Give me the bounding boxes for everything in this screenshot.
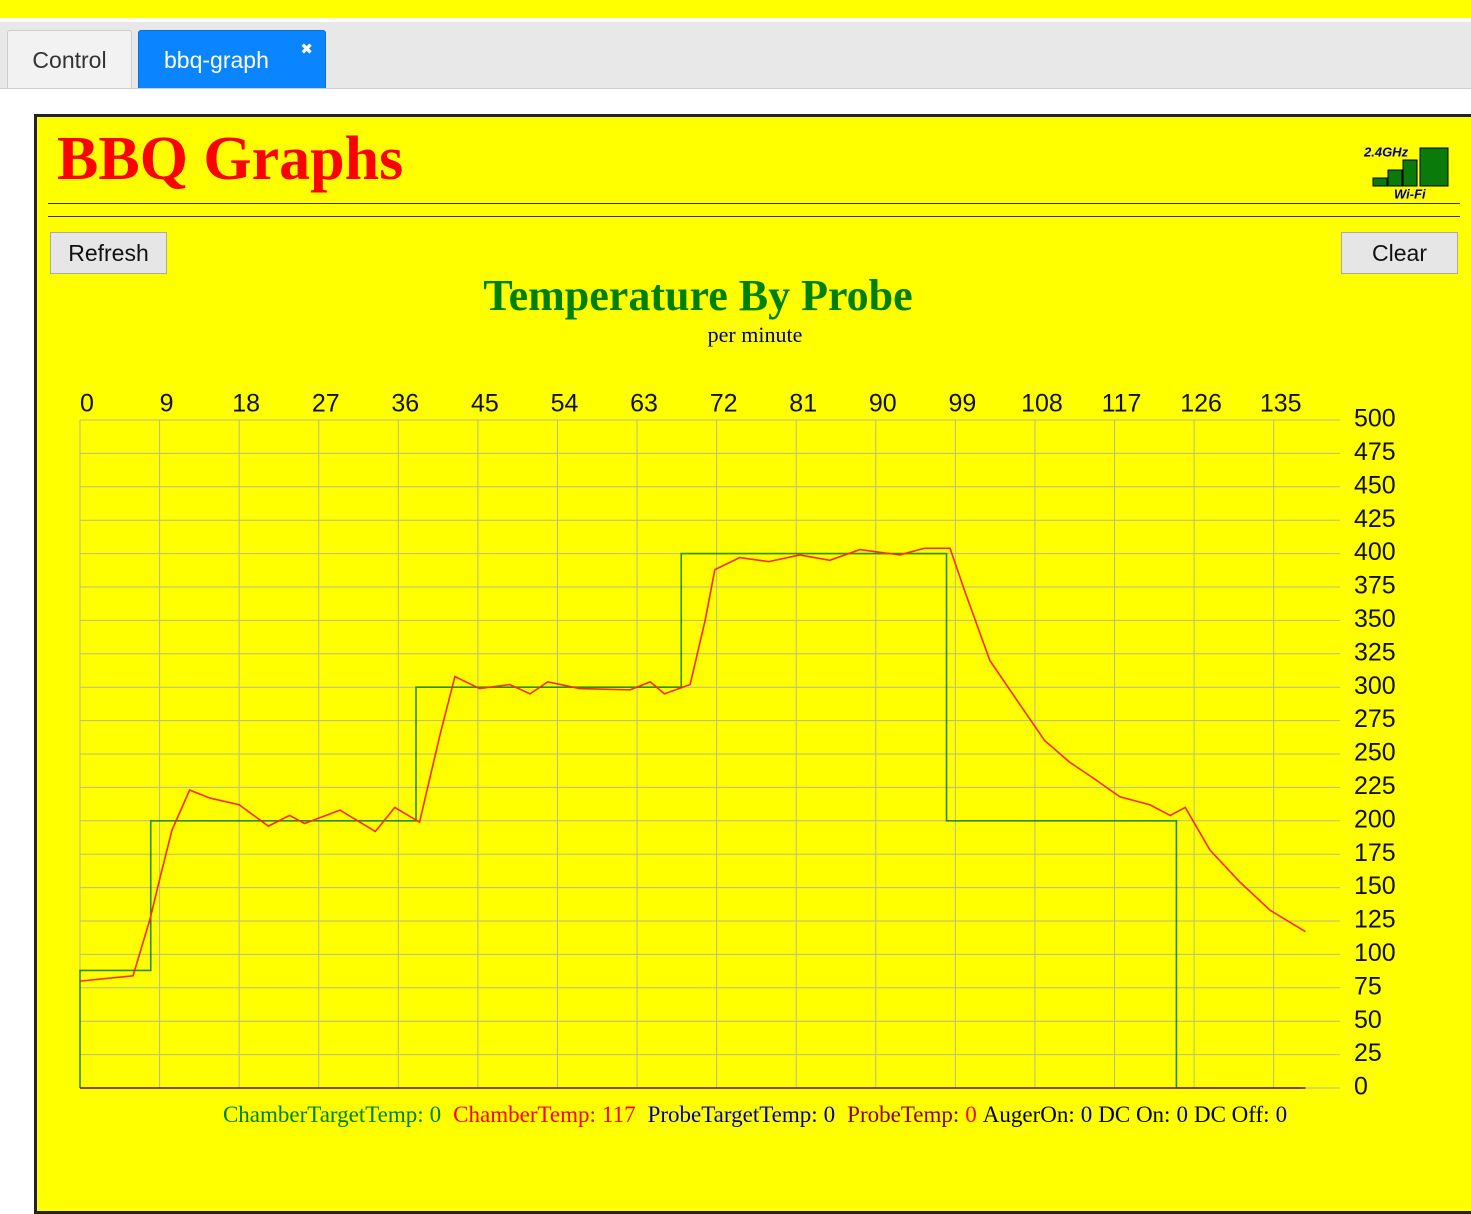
y-tick-label: 475 bbox=[1354, 438, 1396, 466]
legend-label: DC On: bbox=[1098, 1102, 1170, 1127]
x-tick-label: 36 bbox=[391, 390, 419, 418]
y-tick-label: 125 bbox=[1354, 906, 1396, 934]
x-tick-label: 18 bbox=[232, 390, 260, 418]
tab-close[interactable]: ✖ bbox=[300, 41, 313, 58]
legend-label: AugerOn: bbox=[983, 1102, 1075, 1127]
y-tick-label: 75 bbox=[1354, 972, 1382, 1000]
tab-label: bbq-graph bbox=[164, 47, 269, 73]
panel bbox=[34, 114, 1471, 1214]
x-tick-label: 72 bbox=[710, 390, 738, 418]
x-tick-label: 126 bbox=[1180, 390, 1222, 418]
chart-subtitle: per minute bbox=[708, 322, 803, 347]
y-tick-label: 300 bbox=[1354, 672, 1396, 700]
y-tick-label: 25 bbox=[1354, 1039, 1382, 1067]
legend: ChamberTargetTemp: 0 ChamberTemp: 117 ProbeT… bbox=[223, 1102, 1287, 1127]
x-tick-label: 135 bbox=[1260, 390, 1302, 418]
legend-value: 0 bbox=[965, 1102, 977, 1127]
wifi-bar bbox=[1387, 169, 1403, 187]
x-tick-label: 81 bbox=[789, 390, 817, 418]
y-tick-label: 275 bbox=[1354, 705, 1396, 733]
legend-value: 0 bbox=[824, 1102, 836, 1127]
y-tick-label: 425 bbox=[1354, 505, 1396, 533]
tab-active[interactable]: bbq-graph ✖ bbox=[138, 30, 326, 88]
clear-button[interactable]: Clear bbox=[1341, 232, 1458, 274]
divider bbox=[48, 216, 1460, 217]
legend-label: ChamberTargetTemp: bbox=[223, 1102, 424, 1127]
wifi-band: 2.4GHz bbox=[1363, 144, 1409, 159]
y-tick-label: 375 bbox=[1354, 572, 1396, 600]
y-tick-label: 200 bbox=[1354, 805, 1396, 833]
x-tick-label: 63 bbox=[630, 390, 658, 418]
y-tick-label: 350 bbox=[1354, 605, 1396, 633]
chart-title: Temperature By Probe bbox=[483, 271, 912, 320]
y-tick-label: 325 bbox=[1354, 638, 1396, 666]
x-tick-label: 117 bbox=[1102, 390, 1142, 418]
legend-label: ProbeTemp: bbox=[847, 1102, 959, 1127]
x-tick-label: 54 bbox=[551, 390, 579, 418]
x-tick-label: 27 bbox=[312, 390, 340, 418]
y-tick-label: 250 bbox=[1354, 739, 1396, 767]
legend-label: ChamberTemp: bbox=[453, 1102, 596, 1127]
y-tick-label: 150 bbox=[1354, 872, 1396, 900]
page-title: BBQ Graphs bbox=[57, 125, 404, 193]
divider bbox=[48, 203, 1460, 204]
tab[interactable]: Control bbox=[7, 30, 132, 88]
wifi-bar bbox=[1419, 147, 1449, 187]
wifi-bar bbox=[1372, 177, 1388, 187]
legend-label: ProbeTargetTemp: bbox=[648, 1102, 818, 1127]
x-tick-label: 99 bbox=[948, 390, 976, 418]
y-tick-label: 500 bbox=[1354, 405, 1396, 433]
refresh-button[interactable]: Refresh bbox=[50, 232, 167, 274]
legend-value: 0 bbox=[1176, 1102, 1188, 1127]
x-tick-label: 9 bbox=[160, 390, 174, 418]
legend-value: 0 bbox=[430, 1102, 442, 1127]
series-line bbox=[79, 547, 1306, 982]
y-tick-label: 175 bbox=[1354, 839, 1396, 867]
x-tick-label: 0 bbox=[80, 390, 94, 418]
top-bar bbox=[0, 0, 1471, 18]
x-tick-label: 108 bbox=[1021, 390, 1063, 418]
y-tick-label: 450 bbox=[1354, 471, 1396, 499]
wifi-icon: 2.4GHz Wi-Fi bbox=[1363, 144, 1449, 201]
x-tick-label: 90 bbox=[869, 390, 897, 418]
y-tick-label: 50 bbox=[1354, 1006, 1382, 1034]
legend-value: 0 bbox=[1081, 1102, 1093, 1127]
legend-label: DC Off: bbox=[1194, 1102, 1270, 1127]
y-tick-label: 100 bbox=[1354, 939, 1396, 967]
y-tick-label: 0 bbox=[1354, 1073, 1368, 1101]
x-tick-label: 45 bbox=[471, 390, 499, 418]
legend-value: 0 bbox=[1276, 1102, 1288, 1127]
y-tick-label: 400 bbox=[1354, 538, 1396, 566]
wifi-label: Wi-Fi bbox=[1394, 186, 1426, 201]
y-tick-label: 225 bbox=[1354, 772, 1396, 800]
legend-value: 117 bbox=[602, 1102, 636, 1127]
wifi-bar bbox=[1402, 159, 1418, 187]
chart: Temperature By Probe per minute 0 25 50 75 1… bbox=[79, 271, 1396, 1127]
